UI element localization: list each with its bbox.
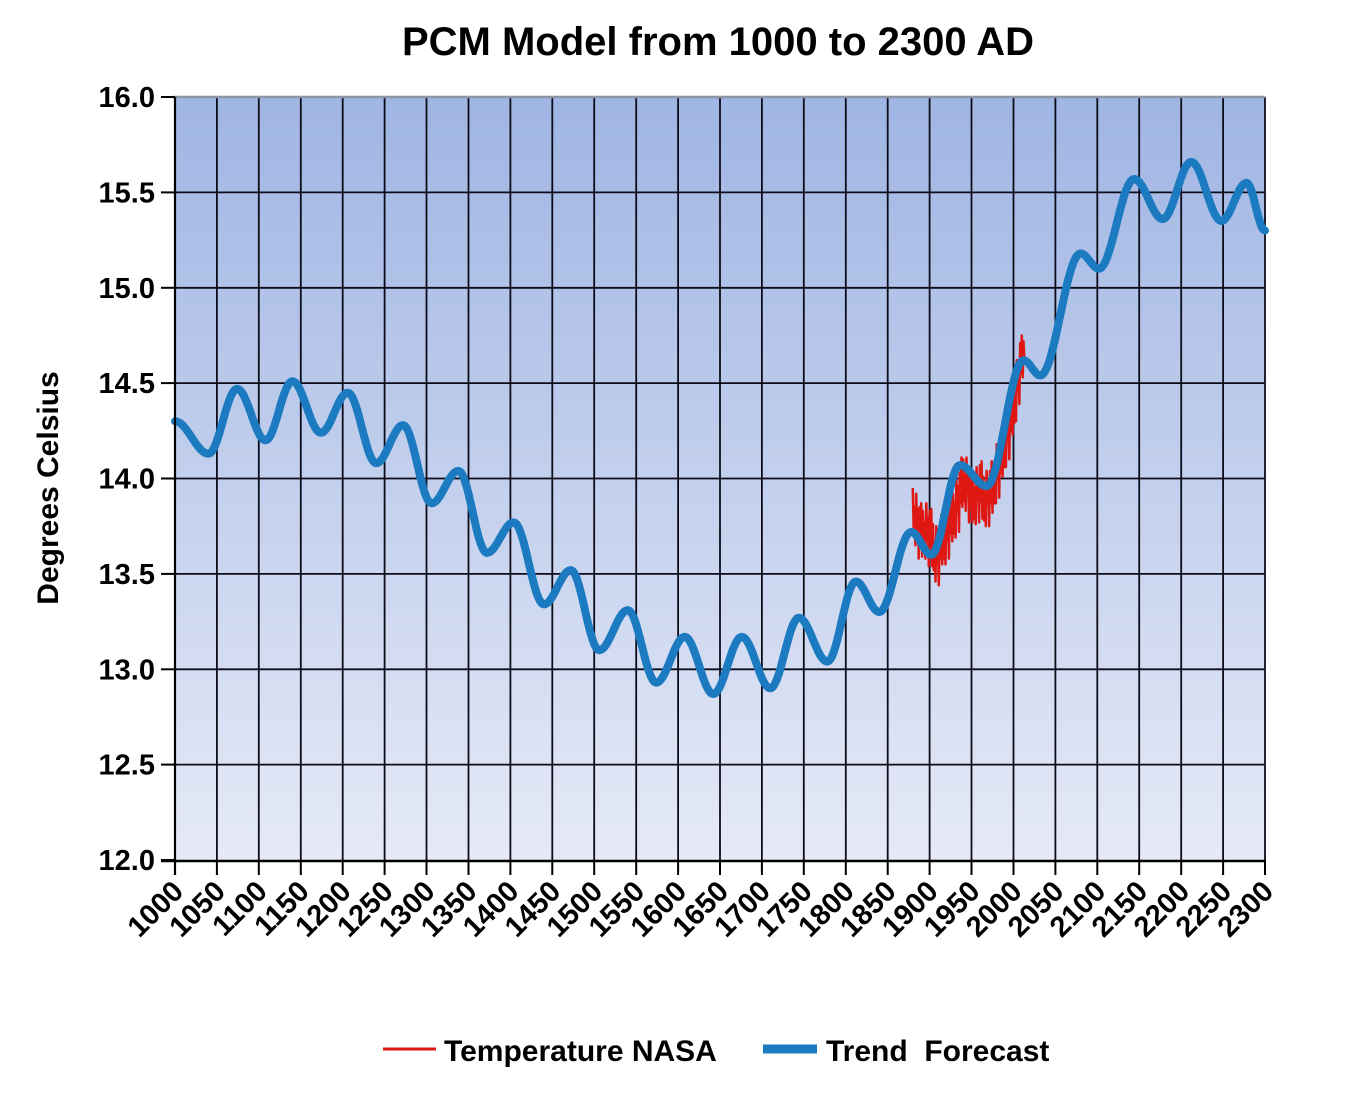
y-axis-title: Degrees Celsius: [32, 371, 65, 604]
plot-area: 1000105011001150120012501300135014001450…: [99, 82, 1280, 944]
y-tick-label: 14.5: [99, 368, 155, 400]
y-tick-label: 13.0: [99, 654, 155, 686]
y-tick-label: 15.0: [99, 273, 155, 305]
legend-label-trend: Trend Forecast: [826, 1035, 1049, 1068]
y-tick-label: 13.5: [99, 559, 155, 591]
legend: Temperature NASA Trend Forecast: [383, 1035, 1049, 1068]
y-tick-label: 12.0: [99, 845, 155, 877]
legend-label-temperature: Temperature NASA: [444, 1035, 717, 1068]
y-tick-label: 15.5: [99, 177, 155, 209]
trend-forecast-line: [171, 157, 1269, 698]
y-tick-label: 16.0: [99, 82, 155, 114]
y-tick-label: 14.0: [99, 464, 155, 496]
y-tick-label: 12.5: [99, 750, 155, 782]
chart-title: PCM Model from 1000 to 2300 AD: [402, 20, 1034, 64]
temperature-nasa-line: [911, 334, 1026, 587]
